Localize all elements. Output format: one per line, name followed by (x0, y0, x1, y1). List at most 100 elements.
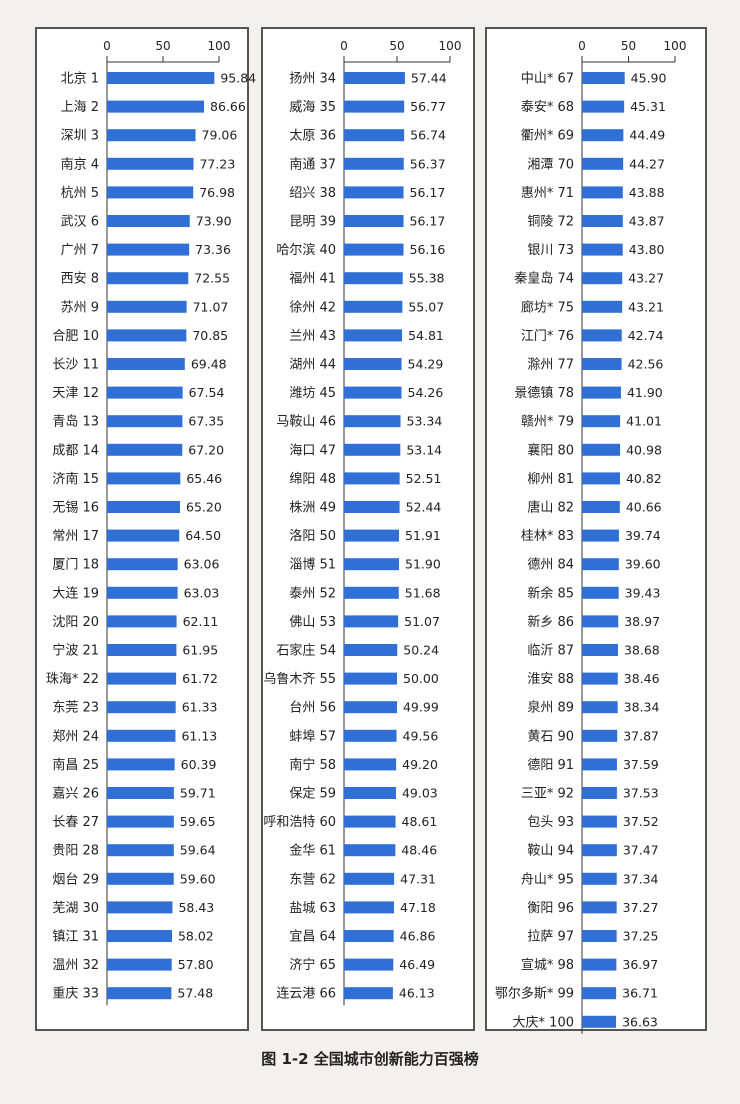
category-label: 泰安* 68 (521, 100, 574, 115)
value-label: 59.65 (180, 814, 216, 829)
bar (344, 443, 401, 456)
value-label: 49.99 (403, 700, 439, 715)
value-label: 53.14 (406, 442, 442, 457)
value-label: 56.17 (410, 185, 446, 200)
value-label: 67.20 (188, 442, 224, 457)
bar (107, 329, 187, 342)
value-label: 36.71 (622, 986, 658, 1001)
bar (344, 815, 396, 828)
bar (107, 129, 196, 142)
category-label: 苏州 9 (61, 299, 99, 315)
bar (344, 215, 404, 227)
bar (582, 930, 617, 942)
bar (344, 872, 395, 885)
category-label: 长春 27 (52, 815, 99, 830)
category-label: 洛阳 50 (289, 529, 336, 544)
bar (107, 872, 174, 885)
value-label: 79.06 (202, 128, 238, 143)
value-label: 42.74 (628, 328, 664, 343)
value-label: 36.97 (622, 957, 658, 972)
category-label: 上海 2 (61, 100, 99, 115)
category-label: 沈阳 20 (52, 615, 99, 630)
tick-label: 0 (578, 39, 586, 53)
value-label: 37.47 (623, 843, 659, 858)
category-label: 鞍山 94 (527, 843, 574, 859)
category-label: 威海 35 (289, 100, 336, 115)
category-label: 济南 15 (52, 471, 99, 487)
bar (344, 529, 400, 542)
category-label: 连云港 66 (276, 986, 336, 1002)
bar (344, 243, 404, 256)
category-label: 芜湖 30 (52, 901, 99, 916)
bar (344, 586, 399, 599)
value-label: 43.80 (629, 242, 665, 257)
value-label: 46.49 (399, 957, 435, 972)
bar (344, 129, 405, 142)
value-label: 41.90 (627, 385, 663, 400)
category-label: 哈尔滨 40 (276, 242, 336, 258)
value-label: 37.53 (623, 786, 659, 801)
value-label: 47.31 (400, 871, 436, 886)
value-label: 51.68 (405, 585, 441, 600)
bar (107, 186, 194, 199)
value-label: 59.64 (180, 843, 216, 858)
bar (344, 901, 395, 914)
bar (582, 386, 621, 399)
category-label: 江门* 76 (521, 329, 574, 344)
category-label: 保定 59 (289, 787, 336, 802)
category-label: 大连 19 (52, 585, 99, 601)
value-label: 56.74 (410, 128, 446, 143)
category-label: 秦皇岛 74 (514, 271, 574, 287)
tick-label: 50 (389, 39, 404, 53)
category-label: 扬州 34 (289, 72, 336, 87)
value-label: 42.56 (628, 357, 664, 372)
category-label: 贵阳 28 (52, 844, 99, 859)
bar (344, 958, 394, 971)
bar (344, 100, 405, 113)
value-label: 63.06 (184, 557, 220, 572)
tick-label: 100 (439, 39, 462, 53)
value-label: 59.71 (180, 786, 216, 801)
bar (107, 815, 174, 828)
value-label: 36.63 (622, 1014, 658, 1029)
category-label: 蚌埠 57 (289, 729, 336, 744)
value-label: 44.49 (629, 128, 665, 143)
bar (107, 987, 172, 1000)
category-label: 徐州 42 (289, 300, 336, 315)
bar (107, 501, 181, 513)
bar (582, 758, 617, 771)
tick-label: 50 (621, 39, 636, 53)
bar (107, 758, 175, 771)
bar (582, 215, 623, 227)
bar (107, 415, 183, 428)
value-label: 57.48 (177, 986, 213, 1001)
category-label: 郑州 24 (52, 729, 99, 744)
bar (582, 701, 618, 714)
category-label: 嘉兴 26 (52, 787, 99, 802)
bar (107, 358, 185, 370)
value-label: 44.27 (629, 156, 665, 171)
bar (344, 186, 404, 199)
category-label: 成都 14 (52, 443, 99, 458)
value-label: 49.03 (402, 786, 438, 801)
bar (344, 701, 397, 714)
category-label: 淄博 51 (289, 558, 336, 573)
bar (344, 501, 400, 513)
value-label: 56.77 (410, 99, 446, 114)
value-label: 39.74 (625, 528, 661, 543)
value-label: 56.17 (410, 214, 446, 229)
value-label: 56.16 (410, 242, 446, 257)
bar (582, 844, 617, 857)
bar (582, 129, 624, 142)
category-label: 舟山* 95 (521, 872, 574, 887)
category-label: 呼和浩特 60 (263, 815, 336, 830)
value-label: 46.86 (400, 929, 436, 944)
value-label: 54.29 (408, 357, 444, 372)
category-label: 泰州 52 (289, 586, 336, 601)
value-label: 61.95 (182, 643, 218, 658)
bar (582, 644, 618, 656)
value-label: 39.60 (625, 557, 661, 572)
category-label: 湖州 44 (289, 358, 336, 373)
category-label: 济宁 65 (289, 957, 336, 973)
